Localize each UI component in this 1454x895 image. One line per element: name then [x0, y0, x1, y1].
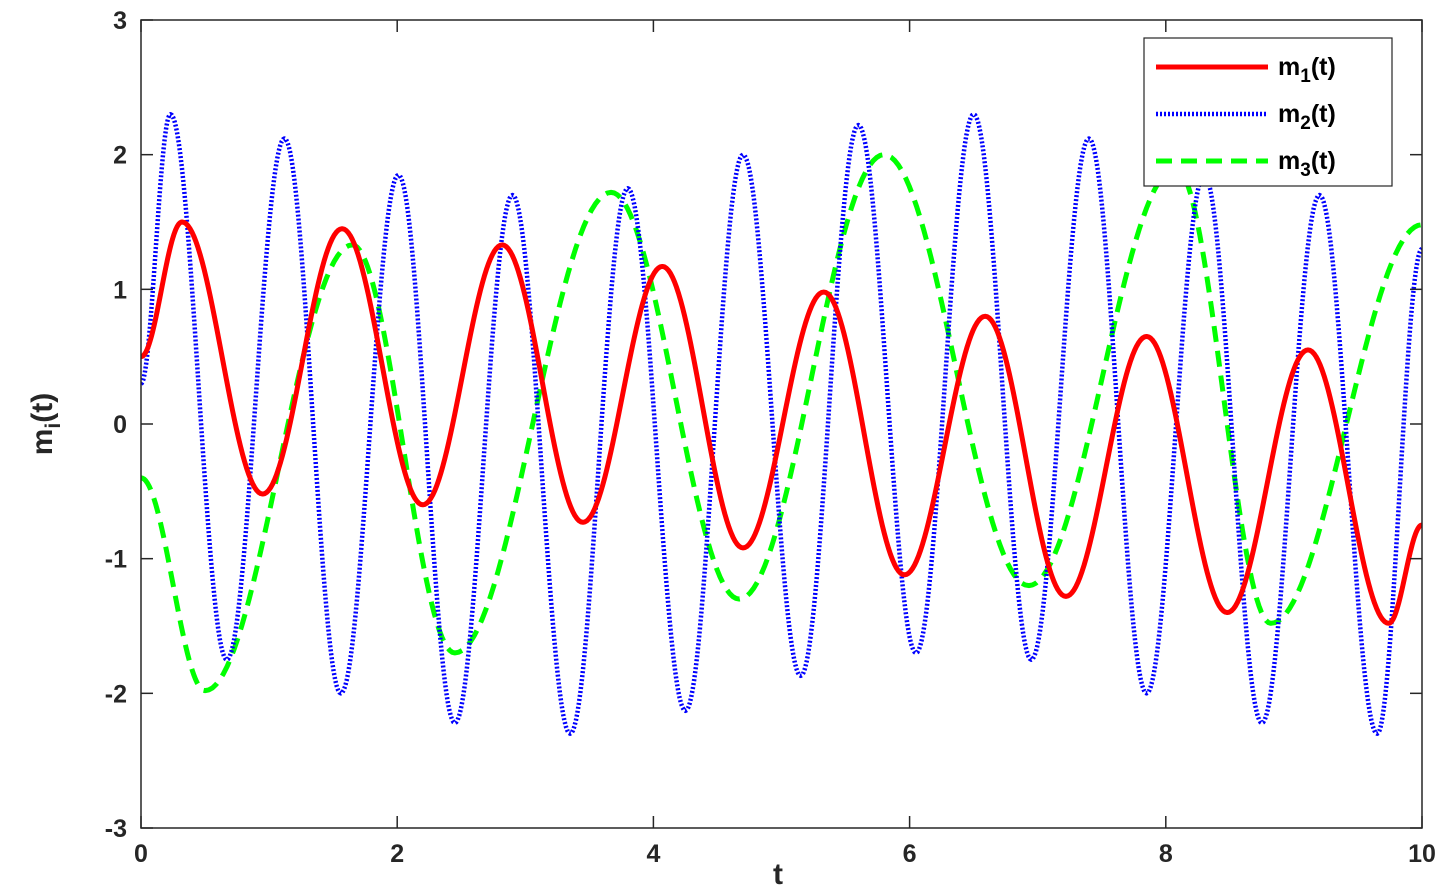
y-axis-label: mi(t)	[26, 393, 65, 456]
axis-tick-labels: 0 2 4 6 8 10 -3 -2 -1 0 1 2 3	[105, 7, 1436, 868]
legend: m1(t) m2(t) m3(t)	[1143, 37, 1393, 187]
x-tick-label: 10	[1408, 840, 1436, 868]
y-tick-label: -3	[105, 815, 127, 843]
x-tick-label: 2	[390, 840, 404, 868]
y-tick-label: -1	[105, 546, 127, 574]
x-tick-label: 0	[134, 840, 148, 868]
x-tick-label: 8	[1159, 840, 1173, 868]
x-tick-label: 6	[903, 840, 917, 868]
legend-label-3: m3(t)	[1278, 147, 1336, 181]
y-tick-label: 2	[113, 142, 127, 170]
legend-entries: m1(t) m2(t) m3(t)	[1156, 53, 1336, 181]
x-tick-label: 4	[646, 840, 660, 868]
y-tick-label: 3	[113, 7, 127, 35]
y-axis-label-subscript: i	[42, 423, 65, 429]
legend-label-1: m1(t)	[1278, 53, 1336, 87]
series-line-2	[141, 112, 1422, 736]
axis-ticks	[140, 19, 1423, 829]
y-tick-label: 0	[113, 411, 127, 439]
x-axis-label: t	[773, 858, 783, 891]
y-axis-label-suffix: (t)	[26, 393, 59, 423]
y-tick-label: -2	[105, 680, 127, 708]
legend-label-2: m2(t)	[1278, 100, 1336, 134]
y-tick-label: 1	[113, 276, 127, 304]
y-axis-label-base: m	[26, 429, 59, 456]
series-line-1	[141, 219, 1422, 626]
plot-series	[141, 112, 1422, 736]
